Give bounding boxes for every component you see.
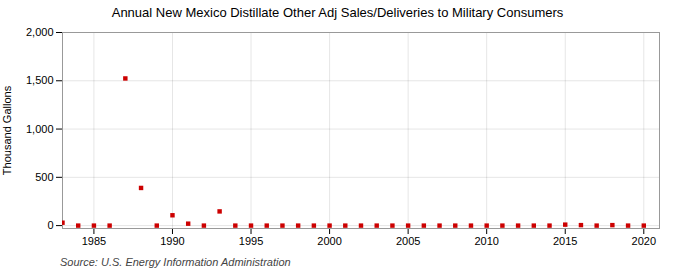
svg-text:2,000: 2,000 bbox=[26, 26, 54, 38]
html-text:Source: U.S. Energy Informatio: Source: U.S. Energy Information Administ… bbox=[60, 256, 291, 268]
svg-text:2010: 2010 bbox=[474, 235, 498, 247]
svg-text:1,500: 1,500 bbox=[26, 74, 54, 86]
svg-text:1995: 1995 bbox=[239, 235, 263, 247]
html-text:Annual New Mexico Distillate O: Annual New Mexico Distillate Other Adj S… bbox=[111, 5, 564, 20]
svg-text:2000: 2000 bbox=[317, 235, 341, 247]
svg-text:Thousand Gallons: Thousand Gallons bbox=[1, 85, 13, 175]
svg-text:1,000: 1,000 bbox=[26, 123, 54, 135]
svg-text:0: 0 bbox=[47, 219, 53, 231]
svg-text:1985: 1985 bbox=[82, 235, 106, 247]
svg-text:2015: 2015 bbox=[553, 235, 577, 247]
svg-text:1990: 1990 bbox=[160, 235, 184, 247]
svg-text:2020: 2020 bbox=[632, 235, 656, 247]
svg-text:500: 500 bbox=[35, 171, 53, 183]
svg-text:2005: 2005 bbox=[396, 235, 420, 247]
